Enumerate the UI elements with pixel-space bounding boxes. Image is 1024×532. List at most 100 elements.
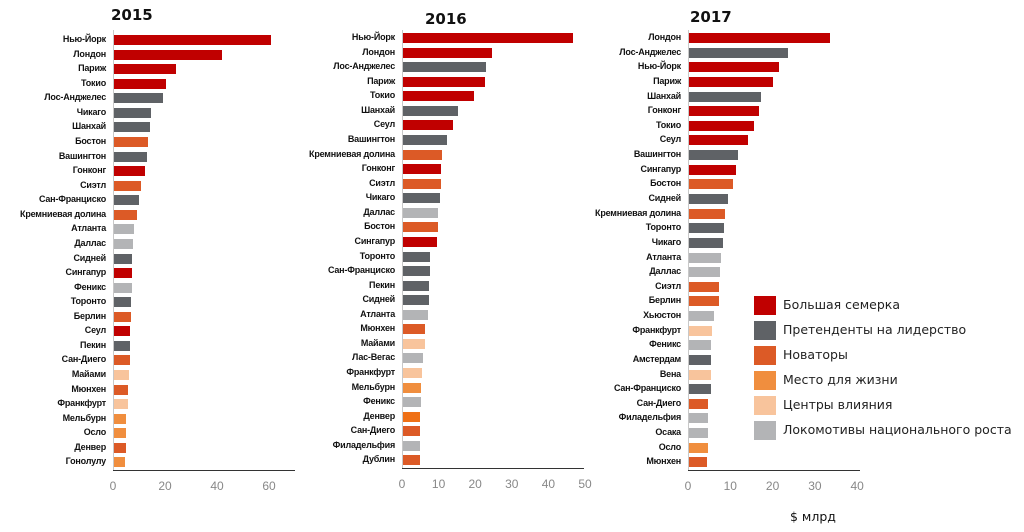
- category-label: Лондон: [362, 46, 395, 57]
- bar: [689, 193, 729, 204]
- bar: [689, 413, 708, 424]
- bar: [403, 295, 429, 306]
- category-label: Гонконг: [647, 105, 681, 116]
- bar: [114, 340, 130, 351]
- category-label: Мельбурн: [62, 412, 107, 423]
- category-label: Лондон: [648, 32, 681, 42]
- bar: [114, 49, 222, 60]
- category-label: Сиэтл: [369, 177, 395, 188]
- y-axis-line: [402, 30, 403, 468]
- category-label: Сидней: [648, 192, 681, 203]
- category-label: Сингапур: [65, 267, 107, 278]
- bar: [403, 33, 574, 43]
- legend-label: Локомотивы национального роста: [783, 422, 1012, 437]
- category-label: Мюнхен: [646, 456, 681, 467]
- legend-swatch-icon: [754, 396, 776, 415]
- y-axis-line: [113, 30, 114, 470]
- category-label: Дублин: [362, 454, 396, 465]
- unit-label: $ млрд: [790, 509, 836, 524]
- category-label: Сеул: [373, 119, 395, 130]
- category-label: Сан-Франциско: [613, 383, 681, 394]
- bar: [403, 280, 429, 291]
- category-label: Кремниевая долина: [20, 208, 106, 219]
- bar: [403, 47, 492, 58]
- legend-label: Новаторы: [783, 347, 848, 362]
- bar: [114, 151, 148, 162]
- bar: [114, 224, 134, 235]
- bar: [689, 106, 759, 117]
- legend-swatch-icon: [754, 296, 776, 315]
- category-label: Осло: [83, 427, 107, 438]
- category-label: Даллас: [649, 266, 681, 277]
- bar: [403, 266, 431, 277]
- bar: [689, 237, 723, 248]
- x-tick-label: 10: [431, 477, 446, 491]
- bar: [689, 398, 709, 409]
- bar: [114, 64, 177, 75]
- legend-label: Большая семерка: [783, 297, 900, 312]
- category-label: Феникс: [74, 281, 106, 292]
- x-tick-label: 40: [541, 477, 556, 491]
- x-tick-label: 50: [578, 477, 592, 491]
- x-axis-line: [113, 470, 295, 471]
- category-label: Берлин: [648, 295, 681, 306]
- bar: [403, 338, 425, 349]
- bar: [689, 354, 711, 365]
- bar: [403, 91, 474, 102]
- bar: [403, 353, 424, 364]
- bar: [403, 309, 428, 320]
- category-label: Сан-Франциско: [38, 194, 106, 205]
- chart-title: 2016: [425, 10, 467, 28]
- category-label: Вашингтон: [633, 149, 681, 160]
- category-label: Сиэтл: [655, 280, 681, 291]
- category-label: Амстердам: [632, 353, 682, 364]
- category-label: Сидней: [362, 294, 395, 305]
- y-axis-line: [688, 30, 689, 470]
- category-label: Франкфурт: [632, 324, 681, 335]
- category-label: Токио: [81, 77, 106, 88]
- category-label: Сиэтл: [80, 179, 106, 190]
- category-label: Бостон: [75, 135, 106, 146]
- bar: [689, 281, 720, 292]
- bar: [689, 208, 726, 219]
- category-label: Атланта: [646, 251, 681, 262]
- bar: [403, 455, 420, 466]
- category-label: Вена: [659, 368, 681, 379]
- category-label: Филадельфия: [618, 412, 682, 423]
- bar: [689, 457, 708, 468]
- bar: [403, 382, 422, 393]
- legend-label: Место для жизни: [783, 372, 898, 387]
- category-label: Майами: [71, 369, 106, 380]
- bar: [689, 252, 722, 263]
- category-label: Лос-Анджелес: [333, 61, 395, 72]
- category-label: Мюнхен: [360, 323, 395, 334]
- bar: [689, 76, 774, 87]
- category-label: Сан-Диего: [636, 397, 682, 408]
- category-label: Денвер: [363, 410, 395, 421]
- category-label: Мюнхен: [71, 383, 106, 394]
- category-label: Бостон: [364, 221, 395, 232]
- bar: [689, 135, 749, 146]
- chart-title: 2015: [111, 6, 153, 24]
- x-tick-label: 20: [158, 479, 172, 493]
- bar: [114, 253, 133, 264]
- category-label: Шанхай: [72, 121, 106, 132]
- bar: [689, 91, 761, 102]
- bar: [403, 426, 421, 437]
- category-label: Гонконг: [72, 165, 106, 176]
- x-axis-line: [402, 468, 584, 469]
- bar: [114, 413, 127, 424]
- bar: [689, 325, 712, 336]
- category-label: Пекин: [80, 339, 106, 350]
- category-label: Сеул: [84, 325, 106, 336]
- bar: [689, 62, 779, 73]
- bar: [403, 62, 487, 73]
- bar: [403, 149, 443, 160]
- category-label: Сидней: [73, 252, 106, 263]
- x-tick-label: 40: [210, 479, 224, 493]
- bar: [114, 209, 138, 220]
- category-label: Филадельфия: [332, 439, 396, 450]
- bar: [114, 166, 146, 177]
- category-label: Сан-Франциско: [327, 265, 395, 276]
- bar: [689, 33, 831, 43]
